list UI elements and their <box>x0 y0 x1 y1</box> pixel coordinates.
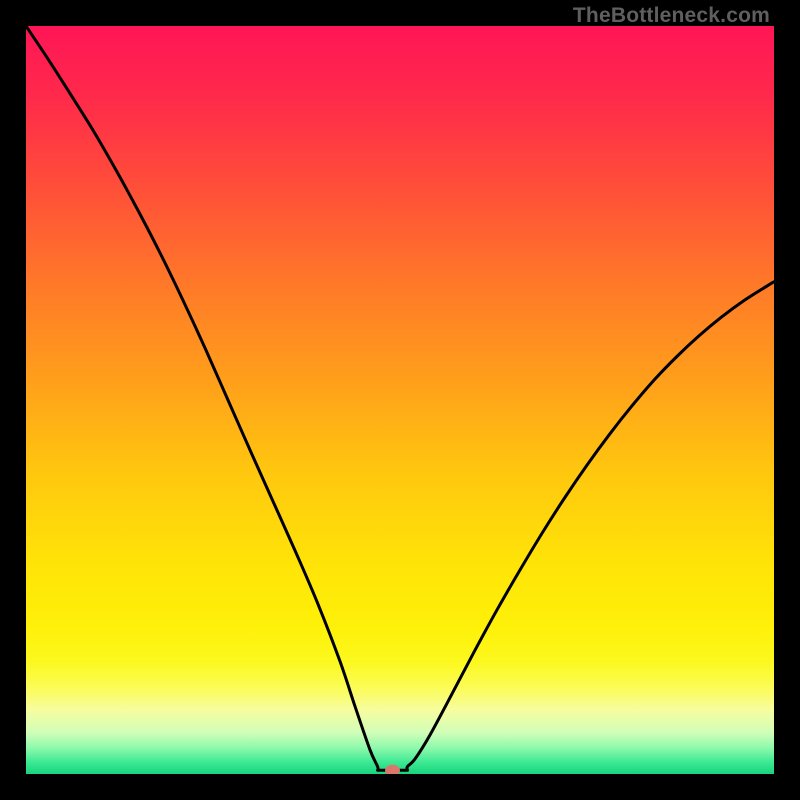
plot-area <box>26 26 774 774</box>
bottleneck-curve-chart <box>26 26 774 774</box>
optimal-point-marker <box>386 765 400 774</box>
gradient-background <box>26 26 774 774</box>
chart-frame: TheBottleneck.com <box>0 0 800 800</box>
watermark-text: TheBottleneck.com <box>573 4 770 28</box>
